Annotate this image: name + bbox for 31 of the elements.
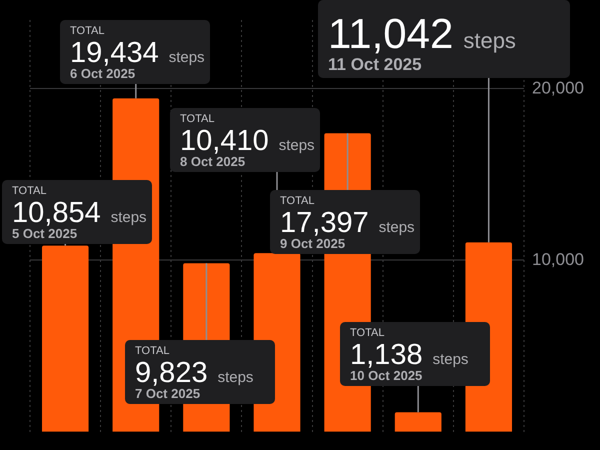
bar: [394, 412, 442, 432]
data-label: 10,410: [180, 125, 269, 157]
data-label: 11,042: [328, 10, 454, 57]
text: steps: [218, 369, 254, 386]
text: steps: [463, 28, 516, 53]
bar: [42, 246, 89, 432]
text: TOTAL: [280, 195, 314, 207]
annotation: 10 Oct 2025: [350, 368, 422, 383]
text: TOTAL: [70, 25, 104, 37]
annotation: 9 Oct 2025: [280, 236, 346, 251]
text: TOTAL: [180, 113, 214, 125]
text: TOTAL: [350, 327, 384, 339]
annotation: 11 Oct 2025: [328, 55, 422, 74]
y-tick-label: 10,000: [532, 250, 584, 269]
data-label: 10,854: [12, 197, 101, 229]
data-label: 17,397: [280, 207, 369, 239]
annotation: 8 Oct 2025: [180, 154, 246, 169]
text: steps: [378, 219, 415, 236]
data-label: 9,823: [135, 357, 208, 389]
text: steps: [168, 49, 205, 66]
data-label: 1,138: [350, 339, 423, 371]
text: steps: [278, 137, 315, 154]
text: TOTAL: [135, 345, 170, 357]
y-tick-label: 20,000: [532, 78, 584, 98]
annotation: 6 Oct 2025: [70, 66, 136, 81]
text: steps: [432, 351, 468, 368]
annotation: TOTAL: [12, 185, 46, 197]
annotation: steps: [110, 209, 147, 226]
annotation: 5 Oct 2025: [12, 226, 78, 241]
annotation: 7 Oct 2025: [135, 386, 200, 401]
data-label: 19,434: [70, 37, 159, 69]
